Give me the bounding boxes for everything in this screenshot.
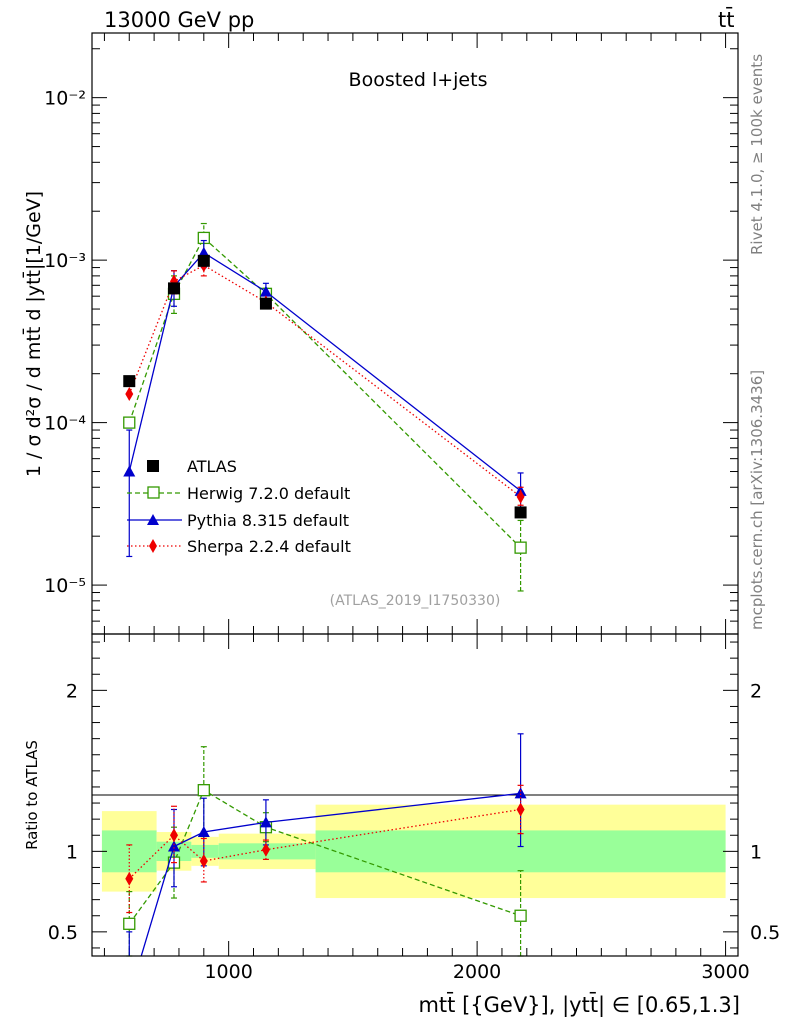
ratio-series-sherpa	[125, 784, 525, 914]
x-tick-label: 3000	[701, 961, 749, 983]
legend: ATLAS Herwig 7.2.0 default Pythia 8.315 …	[127, 457, 351, 556]
main-y-tick-label: 10⁻³	[44, 250, 86, 272]
ratio-y-axis-label: Ratio to ATLAS	[23, 740, 41, 850]
main-y-tick-label: 10⁻²	[44, 88, 86, 110]
marker-atlas	[167, 282, 180, 295]
legend-herwig-label: Herwig 7.2.0 default	[187, 484, 350, 503]
main-y-tick-label: 10⁻⁴	[44, 413, 86, 435]
ratio-panel-frame	[91, 633, 739, 957]
legend-pythia-marker	[147, 514, 159, 525]
ratio-y-tick-label-right: 0.5	[750, 922, 780, 944]
x-axis-label: mtt̄ [{GeV}], |ytt̄| ∈ [0.65,1.3]	[418, 992, 740, 1018]
marker-atlas	[259, 297, 272, 310]
ratio-band-inner	[191, 844, 219, 858]
analysis-watermark: (ATLAS_2019_I1750330)	[330, 593, 501, 609]
legend-herwig-marker	[147, 486, 160, 499]
header-energy-label: 13000 GeV pp	[104, 8, 254, 32]
marker-atlas	[123, 375, 136, 388]
marker-pythia	[123, 465, 136, 477]
ratio-y-tick-label: 0.5	[48, 922, 78, 944]
ratio-axis-ticks: 0.5 0.5 1 1 2 2 1000 2000 3000	[48, 634, 780, 983]
legend-sherpa-label: Sherpa 2.2.4 default	[187, 537, 351, 556]
marker-sherpa	[125, 871, 134, 886]
legend-atlas-label: ATLAS	[187, 457, 237, 476]
marker-sherpa	[199, 854, 208, 869]
marker-herwig	[123, 917, 136, 930]
header-process-label: tt̄	[718, 7, 734, 32]
marker-pythia	[259, 816, 272, 828]
marker-herwig	[123, 416, 136, 429]
ratio-band-inner	[101, 830, 157, 873]
ratio-y-tick-label: 1	[66, 841, 78, 863]
marker-sherpa	[169, 828, 178, 843]
series-line-herwig	[128, 236, 522, 549]
marker-herwig	[514, 541, 527, 554]
marker-herwig	[514, 909, 527, 922]
main-y-axis-label: 1 / σ d²σ / d mtt̄ d |ytt̄|[1/GeV]	[21, 191, 45, 477]
marker-sherpa	[261, 842, 270, 857]
marker-atlas	[514, 506, 527, 519]
main-y-tick-label: 10⁻⁵	[44, 575, 86, 597]
ratio-y-tick-label-right: 2	[750, 680, 762, 702]
x-tick-label: 2000	[453, 961, 501, 983]
ratio-y-tick-label-right: 1	[750, 841, 762, 863]
marker-sherpa	[516, 489, 525, 504]
legend-atlas-marker	[147, 460, 159, 472]
legend-sherpa-marker	[149, 539, 157, 553]
marker-pythia	[167, 840, 180, 852]
rivet-version-label: Rivet 4.1.0, ≥ 100k events	[748, 54, 766, 255]
main-axis-ticks: 10⁻⁵ 10⁻⁴ 10⁻³ 10⁻²	[44, 33, 738, 634]
ratio-y-tick-label: 2	[66, 680, 78, 702]
marker-pythia	[514, 787, 527, 799]
marker-sherpa	[125, 387, 134, 402]
legend-pythia-label: Pythia 8.315 default	[187, 511, 349, 530]
marker-pythia	[197, 826, 210, 838]
main-panel-title: Boosted l+jets	[349, 69, 488, 91]
marker-sherpa	[516, 802, 525, 817]
marker-atlas	[197, 254, 210, 267]
mcplots-reference-label: mcplots.cern.ch [arXiv:1306.3436]	[748, 370, 766, 630]
marker-herwig	[197, 784, 210, 797]
main-data-series	[123, 222, 527, 592]
x-tick-label: 1000	[204, 961, 252, 983]
ratio-data-series	[123, 733, 527, 957]
series-line-sherpa	[128, 264, 521, 498]
marker-pythia	[259, 285, 272, 297]
main-series-atlas	[123, 254, 527, 519]
